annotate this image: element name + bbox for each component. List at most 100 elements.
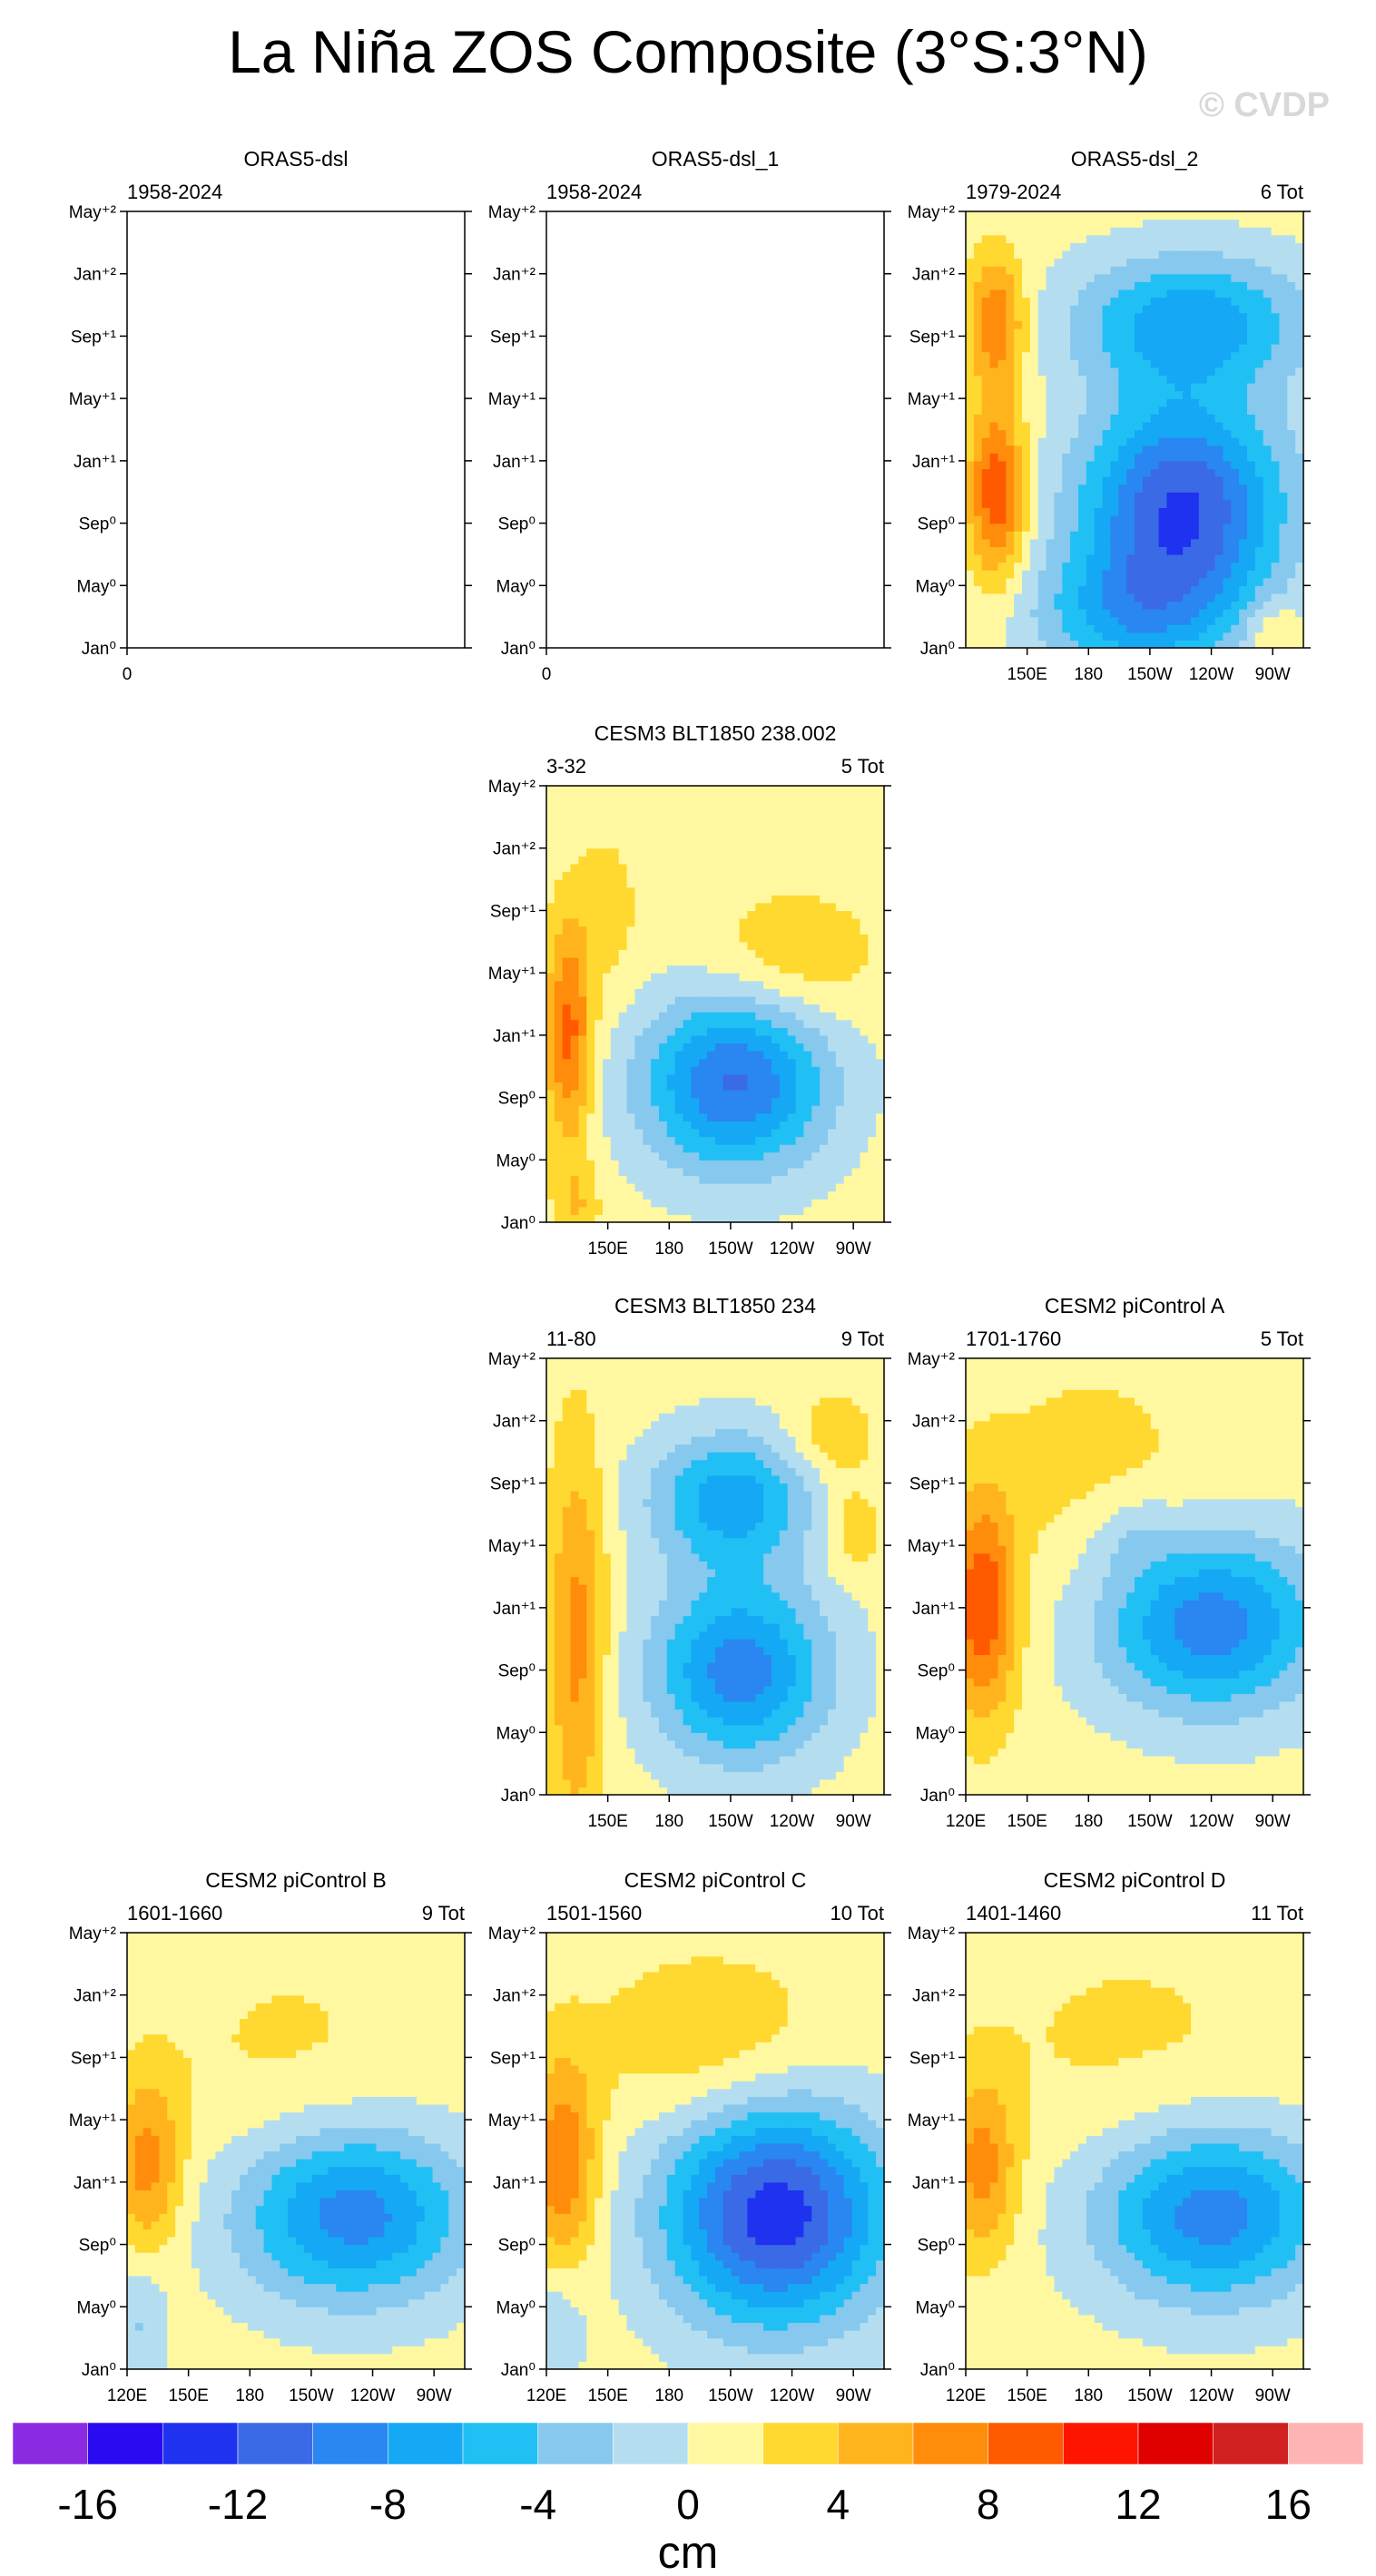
heatmap-cell	[691, 1004, 699, 1013]
heatmap-cell	[555, 1545, 563, 1553]
heatmap-cell	[755, 934, 763, 942]
heatmap-cell	[578, 1183, 586, 1191]
heatmap-cell	[595, 1035, 603, 1043]
heatmap-cell	[1231, 259, 1239, 267]
heatmap-cell	[555, 1514, 563, 1523]
heatmap-cell	[1030, 593, 1038, 602]
heatmap-cell	[811, 1020, 820, 1028]
heatmap-cell	[546, 1082, 555, 1090]
heatmap-cell	[563, 1043, 571, 1051]
y-tick-label: May⁺¹	[69, 390, 116, 409]
heatmap-cell	[763, 1129, 772, 1137]
heatmap-cell	[1215, 624, 1224, 632]
heatmap-cell	[974, 391, 982, 399]
heatmap-cell	[586, 926, 595, 935]
heatmap-cell	[788, 833, 796, 841]
heatmap-cell	[982, 539, 990, 547]
heatmap-cell	[732, 949, 740, 957]
heatmap-cell	[763, 1175, 772, 1183]
heatmap-cell	[1047, 359, 1055, 367]
heatmap-cell	[563, 1175, 571, 1183]
heatmap-cell	[868, 1207, 876, 1215]
heatmap-cell	[966, 211, 974, 220]
y-tick-label: May⁺²	[488, 203, 536, 222]
heatmap-cell	[998, 476, 1006, 485]
heatmap-cell	[707, 1214, 715, 1222]
heatmap-cell	[699, 1121, 707, 1129]
heatmap-cell	[578, 864, 586, 872]
heatmap-cell	[627, 996, 635, 1004]
heatmap-cell	[1062, 430, 1070, 438]
heatmap-cell	[659, 1066, 667, 1074]
heatmap-cell	[555, 1129, 563, 1137]
heatmap-cell	[763, 817, 772, 825]
heatmap-cell	[1095, 476, 1103, 485]
heatmap-cell	[563, 1615, 571, 1623]
heatmap-cell	[707, 1113, 715, 1121]
heatmap-cell	[811, 1121, 820, 1129]
heatmap-cell	[1295, 359, 1303, 367]
heatmap-cell	[715, 809, 723, 818]
heatmap-cell	[1143, 492, 1151, 500]
heatmap-cell	[852, 833, 860, 841]
heatmap-cell	[1191, 609, 1199, 617]
heatmap-cell	[578, 1175, 586, 1183]
heatmap-cell	[1062, 235, 1070, 243]
heatmap-cell	[844, 1175, 852, 1183]
heatmap-cell	[1086, 601, 1095, 609]
heatmap-cell	[1175, 281, 1183, 289]
heatmap-cell	[868, 794, 876, 802]
heatmap-cell	[998, 398, 1006, 406]
heatmap-cell	[747, 1098, 755, 1106]
heatmap-cell	[755, 1066, 763, 1074]
heatmap-cell	[868, 957, 876, 965]
heatmap-cell	[860, 965, 868, 974]
heatmap-cell	[1295, 500, 1303, 508]
heatmap-cell	[966, 609, 974, 617]
heatmap-cell	[836, 871, 844, 879]
heatmap-cell	[1263, 515, 1272, 524]
heatmap-cell	[571, 965, 579, 974]
heatmap-cell	[860, 1214, 868, 1222]
heatmap-cell	[619, 942, 627, 950]
heatmap-cell	[820, 1191, 828, 1200]
heatmap-cell	[1078, 336, 1086, 344]
heatmap-cell	[627, 879, 635, 887]
heatmap-cell	[796, 1098, 804, 1106]
heatmap-cell	[723, 1113, 732, 1121]
heatmap-cell	[563, 988, 571, 996]
heatmap-cell	[643, 1214, 651, 1222]
heatmap-cell	[683, 1020, 692, 1028]
heatmap-cell	[1095, 242, 1103, 250]
heatmap-cell	[1166, 328, 1175, 337]
heatmap-cell	[563, 1514, 571, 1523]
heatmap-cell	[1239, 320, 1247, 328]
heatmap-cell	[1247, 383, 1255, 391]
heatmap-cell	[1279, 297, 1287, 305]
heatmap-cell	[1110, 289, 1118, 298]
heatmap-cell	[1126, 398, 1135, 406]
heatmap-cell	[974, 414, 982, 422]
heatmap-cell	[1263, 578, 1272, 586]
y-tick-label: May⁰	[496, 577, 536, 596]
heatmap-cell	[699, 840, 707, 848]
heatmap-cell	[1143, 531, 1151, 539]
heatmap-cell	[982, 563, 990, 571]
heatmap-cell	[586, 1207, 595, 1215]
heatmap-cell	[998, 601, 1006, 609]
heatmap-cell	[868, 988, 876, 996]
heatmap-cell	[828, 833, 836, 841]
heatmap-cell	[852, 848, 860, 857]
heatmap-cell	[974, 344, 982, 352]
heatmap-cell	[571, 833, 579, 841]
heatmap-cell	[1030, 554, 1038, 563]
heatmap-cell	[860, 926, 868, 935]
heatmap-cell	[1103, 422, 1111, 430]
heatmap-cell	[1135, 414, 1143, 422]
heatmap-cell	[1231, 367, 1239, 376]
y-tick-label: Jan⁰	[920, 640, 955, 659]
heatmap-cell	[755, 1043, 763, 1051]
heatmap-cell	[1078, 446, 1086, 454]
heatmap-cell	[1287, 359, 1295, 367]
heatmap-cell	[966, 375, 974, 383]
